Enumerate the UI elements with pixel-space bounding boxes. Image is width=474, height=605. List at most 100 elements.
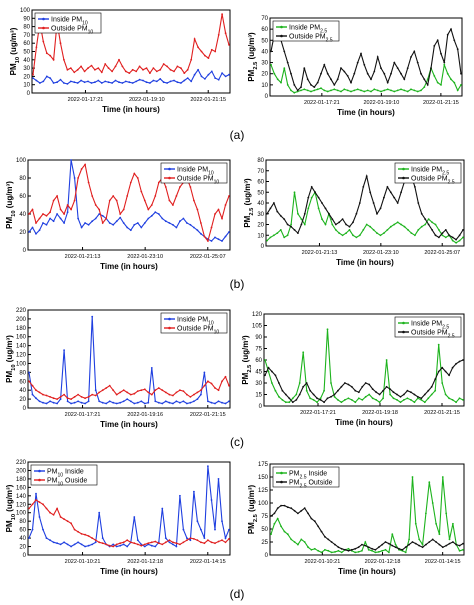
data-point: [28, 380, 30, 383]
y-tick-label: 160: [16, 485, 27, 491]
data-point: [80, 168, 83, 170]
data-point: [278, 382, 280, 384]
data-point: [32, 73, 34, 76]
data-point: [164, 400, 167, 403]
data-point: [94, 204, 97, 206]
data-point: [108, 544, 111, 547]
data-point: [264, 359, 266, 361]
data-point: [340, 90, 342, 93]
y-tick-label: 50: [257, 190, 264, 196]
data-point: [101, 537, 104, 539]
data-point: [136, 543, 139, 546]
data-point: [83, 70, 86, 73]
data-point: [161, 543, 164, 546]
data-point: [180, 82, 182, 84]
data-point: [214, 236, 216, 239]
data-point: [228, 528, 230, 531]
data-point: [404, 546, 407, 549]
data-point: [182, 400, 185, 403]
data-point: [90, 82, 93, 84]
data-point: [358, 234, 361, 237]
data-point: [428, 541, 431, 543]
data-point: [140, 400, 143, 403]
data-point: [42, 528, 44, 531]
data-point: [267, 366, 270, 369]
y-tick-label: 180: [16, 326, 27, 332]
y-tick-label: 40: [261, 49, 268, 55]
data-point: [383, 72, 386, 75]
data-point: [448, 234, 451, 237]
data-point: [446, 33, 449, 36]
data-point: [310, 186, 313, 188]
data-point: [376, 89, 379, 92]
data-point: [406, 67, 409, 69]
data-point: [179, 401, 181, 404]
data-point: [391, 533, 394, 536]
data-point: [154, 389, 157, 392]
data-point: [150, 544, 153, 547]
data-point: [426, 84, 429, 86]
data-point: [98, 541, 101, 544]
data-point: [408, 543, 410, 546]
data-point: [42, 40, 45, 43]
data-point: [77, 217, 79, 220]
data-point: [143, 222, 146, 224]
y-tick-label: 50: [23, 50, 30, 56]
data-point: [462, 548, 464, 551]
data-point: [63, 541, 65, 544]
x-tick-label: 2022-01-21:13: [302, 250, 338, 256]
y-tick-label: 0: [265, 553, 269, 559]
data-point: [276, 78, 279, 81]
data-point: [286, 533, 289, 536]
data-point: [343, 88, 346, 91]
data-point: [119, 391, 122, 394]
data-point: [434, 234, 437, 237]
data-point: [214, 528, 216, 531]
data-point: [340, 401, 343, 404]
x-tick-label: 2022-01-19:18: [362, 410, 398, 416]
data-point: [270, 515, 272, 517]
series-line-0: [28, 466, 230, 548]
data-point: [115, 199, 118, 202]
data-point: [112, 389, 115, 392]
data-point: [80, 533, 83, 535]
data-point: [437, 343, 440, 346]
data-point: [435, 522, 437, 525]
data-point: [420, 225, 423, 228]
data-point: [333, 395, 336, 398]
data-point: [73, 528, 76, 531]
data-point: [119, 542, 122, 545]
data-point: [331, 223, 334, 226]
data-point: [91, 393, 94, 396]
data-point: [428, 481, 431, 484]
legend-marker: [168, 176, 171, 180]
data-point: [83, 81, 86, 84]
data-point: [306, 78, 309, 81]
data-point: [330, 541, 333, 543]
data-point: [166, 82, 169, 84]
data-point: [182, 528, 185, 531]
data-point: [427, 218, 430, 221]
data-point: [98, 208, 101, 211]
chart-c-left: 0 20 40 60 80 100 120 140 160 180 200 220 2022-01-17…: [5, 308, 231, 429]
data-point: [293, 84, 296, 86]
data-point: [73, 401, 76, 404]
data-point: [307, 207, 310, 210]
data-point: [217, 78, 220, 81]
data-point: [451, 236, 454, 239]
x-axis-label: Time (in hours): [336, 258, 394, 267]
data-point: [128, 81, 131, 84]
data-point: [420, 212, 423, 215]
data-point: [193, 199, 195, 202]
data-point: [398, 547, 400, 550]
y-tick-label: 30: [261, 61, 268, 67]
data-point: [35, 46, 38, 49]
x-tick-label: 2022-01-19:10: [129, 97, 165, 103]
data-point: [416, 61, 419, 64]
data-point: [347, 549, 350, 552]
data-point: [49, 396, 51, 398]
data-point: [310, 196, 313, 199]
data-point: [101, 401, 104, 404]
legend: [394, 316, 462, 338]
data-point: [31, 503, 34, 506]
